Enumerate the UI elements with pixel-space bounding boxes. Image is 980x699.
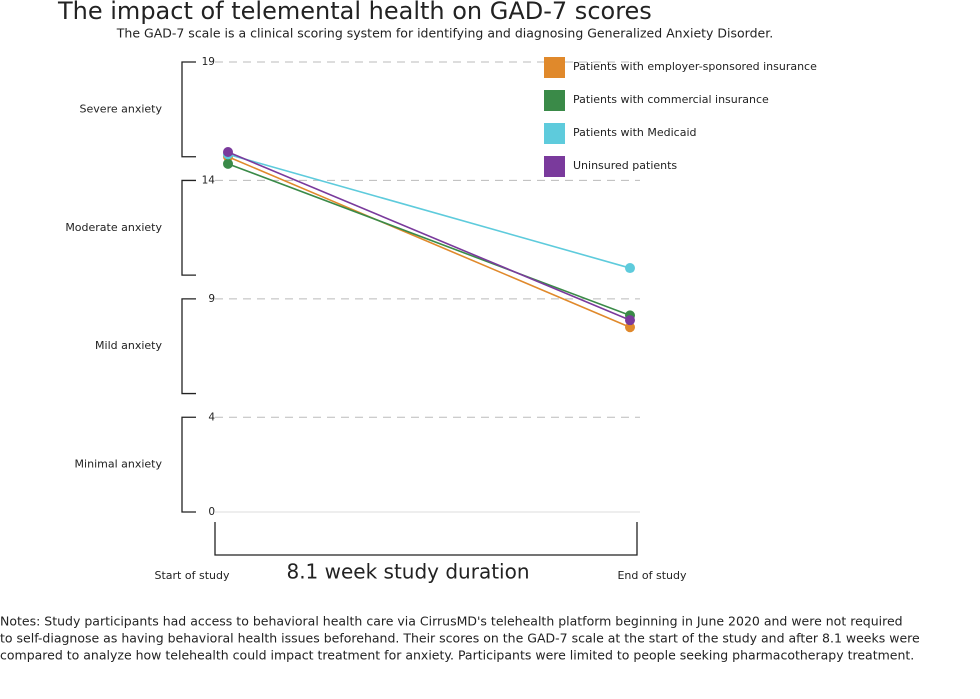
- y-tick-label: 19: [202, 56, 215, 68]
- series-point: [223, 147, 233, 157]
- series-point: [223, 158, 233, 169]
- legend-swatch: [544, 90, 565, 111]
- legend-swatch: [544, 123, 565, 144]
- series-line: [227, 156, 631, 328]
- series-point: [625, 322, 635, 333]
- band-bracket: [181, 179, 196, 276]
- y-tick-label: 0: [208, 506, 215, 518]
- chart-subtitle: The GAD-7 scale is a clinical scoring sy…: [116, 26, 773, 41]
- y-tick-label: 14: [202, 174, 216, 186]
- legend-label: Uninsured patients: [573, 159, 677, 172]
- x-tick-label: Start of study: [155, 569, 230, 582]
- series-line: [227, 151, 631, 321]
- chart-title: The impact of telemental health on GAD-7…: [57, 0, 652, 25]
- band-bracket: [181, 298, 196, 395]
- x-tick-label: End of study: [617, 569, 686, 582]
- legend-swatch: [544, 57, 565, 78]
- band-label: Minimal anxiety: [75, 458, 163, 471]
- y-tick-label: 9: [208, 293, 215, 305]
- note-line: Notes: Study participants had access to …: [0, 614, 903, 629]
- series-point: [625, 315, 635, 326]
- y-tick-label: 4: [208, 411, 215, 423]
- band-bracket: [181, 61, 196, 158]
- legend-label: Patients with Medicaid: [573, 126, 697, 139]
- band-label: Mild anxiety: [95, 339, 162, 352]
- note-line: to self-diagnose as having behavioral he…: [0, 631, 920, 646]
- series-line: [227, 163, 631, 317]
- band-label: Moderate anxiety: [65, 221, 162, 234]
- band-label: Severe anxiety: [80, 102, 163, 115]
- note-line: compared to analyze how telehealth could…: [0, 648, 914, 663]
- duration-bracket: [214, 522, 638, 556]
- legend-label: Patients with employer-sponsored insuran…: [573, 60, 817, 73]
- x-annotation: 8.1 week study duration: [286, 560, 529, 584]
- series-line: [227, 153, 631, 269]
- band-bracket: [181, 416, 196, 513]
- legend-swatch: [544, 156, 565, 177]
- legend-label: Patients with commercial insurance: [573, 93, 769, 106]
- series-point: [625, 263, 635, 274]
